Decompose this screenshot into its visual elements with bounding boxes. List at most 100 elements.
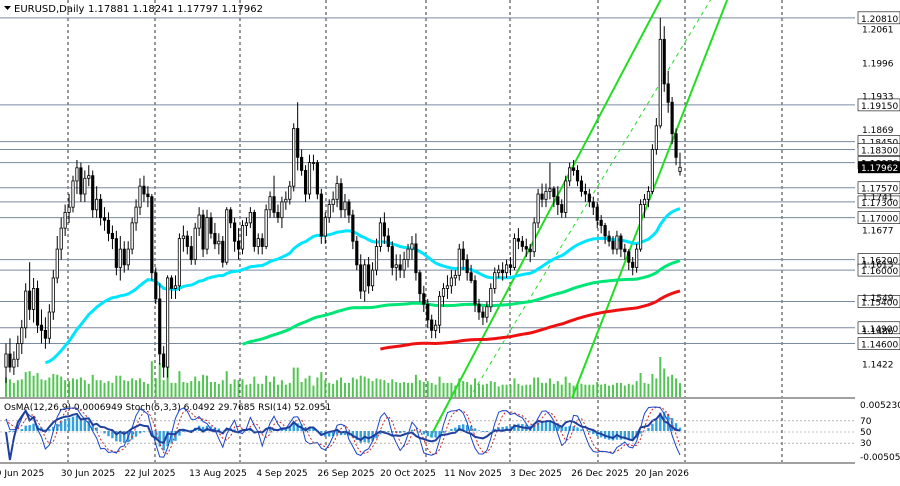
volume-bar [305, 378, 307, 397]
candle-body [655, 126, 657, 150]
volume-bar [352, 378, 354, 398]
volume-bar [289, 383, 291, 397]
volume-bar [435, 385, 437, 397]
volume-bar [301, 382, 303, 397]
volume-bar [336, 380, 338, 397]
volume-bar [659, 357, 661, 397]
volume-bar [119, 376, 121, 397]
volume-bar [328, 383, 330, 397]
volume-bar [206, 376, 208, 397]
candle-body [659, 39, 661, 126]
volume-bar [379, 379, 381, 397]
candle-body [316, 163, 318, 194]
oscillator-axis-label: 0.0052304 [860, 401, 900, 411]
candle-body [111, 233, 113, 238]
candle-body [166, 278, 168, 367]
candle-body [671, 102, 673, 133]
candle-body [553, 189, 555, 197]
candle-body [482, 312, 484, 317]
volume-bar [40, 379, 42, 397]
volume-bar [616, 383, 618, 397]
volume-bar [52, 374, 54, 397]
candle-body [513, 239, 515, 268]
volume-bar [549, 378, 551, 397]
volume-bar [399, 383, 401, 397]
candle-body [423, 294, 425, 304]
volume-bar [234, 379, 236, 397]
candle-body [360, 265, 362, 291]
osma-bar [486, 431, 488, 432]
volume-bar [320, 372, 322, 397]
volume-bar [13, 383, 15, 397]
candle-body [517, 239, 519, 242]
candle-body [40, 325, 42, 330]
candle-body [308, 163, 310, 194]
candle-body [261, 239, 263, 247]
candle-body [277, 212, 279, 217]
volume-bar [151, 361, 153, 397]
candle-body [52, 278, 54, 312]
candle-body [462, 249, 464, 259]
triangle-down-icon[interactable] [4, 6, 11, 10]
candle-body [505, 265, 507, 273]
candle-body [159, 299, 161, 354]
candle-body [612, 241, 614, 249]
candle-body [628, 252, 630, 262]
volume-bar [163, 380, 165, 397]
volume-bar [60, 377, 62, 397]
volume-bar [604, 384, 606, 397]
candle-body [438, 296, 440, 325]
volume-bar [439, 377, 441, 397]
candle-body [123, 249, 125, 265]
candle-body [170, 278, 172, 288]
osma-bar [68, 418, 70, 431]
volume-bar [297, 368, 299, 397]
candle-body [72, 181, 74, 207]
volume-bar [553, 384, 555, 397]
volume-bar [131, 378, 133, 397]
candle-body [387, 236, 389, 246]
channel-lines [430, 0, 727, 437]
candle-body [639, 205, 641, 250]
candle-body [155, 273, 157, 299]
candle-body [584, 191, 586, 194]
volume-bar [253, 377, 255, 397]
volume-bar [80, 378, 82, 398]
volume-bar [293, 368, 295, 397]
candle-body [131, 223, 133, 249]
volume-bar [194, 377, 196, 397]
volume-bar [127, 381, 129, 397]
candle-body [498, 270, 500, 273]
candle-body [115, 239, 117, 268]
candle-body [679, 167, 681, 171]
volume-bar [557, 381, 559, 397]
level-price-label: 1.20810 [861, 15, 898, 25]
volume-bar [647, 384, 649, 397]
candle-body [186, 236, 188, 246]
candle-body [442, 288, 444, 296]
candle-body [182, 236, 184, 239]
candle-body [616, 236, 618, 249]
volume-bar [25, 372, 27, 397]
volume-bar [360, 376, 362, 397]
volume-bar [340, 378, 342, 398]
volume-bar [245, 385, 247, 397]
x-tick-label: 26 Dec 2025 [571, 469, 629, 479]
candle-body [557, 197, 559, 205]
price-tick-label: 1.1677 [862, 227, 894, 237]
candle-body [249, 212, 251, 222]
candle-body [596, 207, 598, 220]
volume-bar [96, 380, 98, 397]
volume-bar [462, 381, 464, 397]
candle-body [17, 344, 19, 360]
x-tick-label: 3 Dec 2025 [510, 469, 562, 479]
oscillator-axis-label: 70 [860, 417, 872, 427]
volume-bar [580, 384, 582, 397]
volume-bar [273, 377, 275, 397]
candle-body [245, 223, 247, 226]
price-axis: 1.208101.191501.184501.183001.180501.175… [858, 12, 900, 463]
volume-bar [411, 383, 413, 397]
osma-bar [651, 424, 653, 431]
